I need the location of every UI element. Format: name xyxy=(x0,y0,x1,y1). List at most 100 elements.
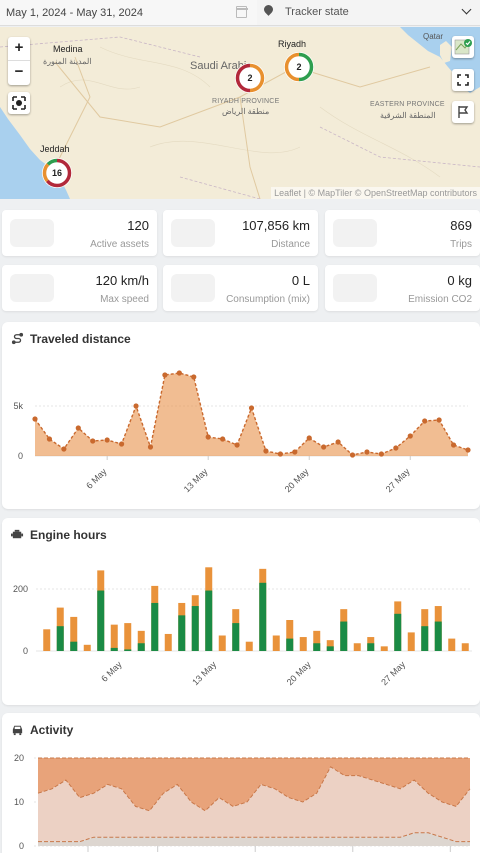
distance-point xyxy=(248,405,255,411)
zoom-in-button[interactable]: + xyxy=(8,37,30,61)
engine-bar-green xyxy=(367,643,375,651)
fullscreen-icon xyxy=(457,74,469,86)
distance-point xyxy=(465,447,471,453)
activity-card: Activity 0 10 20 xyxy=(2,713,480,853)
engine-bar-orange xyxy=(448,638,456,651)
activity-line xyxy=(38,832,470,843)
y-tick-label: 0 xyxy=(23,646,28,656)
zoom-out-button[interactable]: − xyxy=(14,63,24,80)
activity-area-mid xyxy=(38,766,470,842)
engine-bar-orange xyxy=(164,633,172,651)
distance-point xyxy=(292,449,298,455)
engine-bar-green xyxy=(70,641,78,651)
distance-point xyxy=(176,370,182,376)
engine-bar-orange xyxy=(353,643,361,651)
engine-hours-chart[interactable]: 0 200 6 May 13 May 20 May 27 May xyxy=(2,518,480,705)
engine-bar-orange xyxy=(218,635,226,651)
engine-bar-green xyxy=(286,638,294,651)
engine-bar-orange xyxy=(461,643,469,651)
cluster-ring-icon xyxy=(42,158,72,188)
distance-point xyxy=(349,452,356,458)
engine-bar-green xyxy=(56,626,64,651)
fit-bounds-button[interactable] xyxy=(8,92,30,114)
stat-bg-icon xyxy=(333,219,377,247)
engine-bar-green xyxy=(124,649,132,651)
cluster-ring-icon xyxy=(284,52,314,82)
label-riyadh-province: RIYADH PROVINCE xyxy=(212,98,280,105)
distance-area xyxy=(35,373,468,456)
cluster-marker[interactable]: 16 xyxy=(42,158,72,188)
cluster-count: 2 xyxy=(296,62,302,72)
stat-label: Consumption (mix) xyxy=(226,294,310,305)
engine-bar-orange xyxy=(83,644,91,651)
y-tick-label: 5k xyxy=(13,401,23,411)
engine-bar-green xyxy=(394,613,402,651)
activity-chart[interactable]: 0 10 20 xyxy=(2,713,480,853)
stat-bg-icon xyxy=(10,274,54,302)
layers-button[interactable] xyxy=(452,36,474,58)
traveled-distance-title: Traveled distance xyxy=(30,332,131,346)
distance-point xyxy=(119,441,125,447)
x-tick-label: 6 May xyxy=(84,466,109,491)
zoom-control: + − xyxy=(8,37,30,85)
tracker-state-select[interactable]: Tracker state xyxy=(257,0,480,25)
label-qatar: Qatar xyxy=(423,32,444,41)
traveled-distance-chart[interactable]: 0 5k 6 May 13 May 20 May 27 May xyxy=(2,322,480,509)
x-tick-label: 13 May xyxy=(190,659,218,687)
x-tick-label: 20 May xyxy=(285,659,313,687)
calendar-icon xyxy=(235,6,248,18)
label-eastern-province-ar: المنطقة الشرقية xyxy=(380,111,436,120)
stat-label: Distance xyxy=(271,239,310,250)
distance-point xyxy=(335,439,341,445)
stat-label: Emission CO2 xyxy=(408,294,472,305)
x-tick-label: 27 May xyxy=(384,466,412,494)
stat-trips: 869 Trips xyxy=(325,210,480,256)
map-attribution[interactable]: Leaflet | © MapTiler © OpenStreetMap con… xyxy=(271,187,480,199)
activity-line xyxy=(37,766,471,812)
x-tick-label: 27 May xyxy=(379,659,407,687)
distance-point xyxy=(277,451,283,457)
distance-point xyxy=(191,374,197,380)
stat-active-assets: 120 Active assets xyxy=(2,210,157,256)
cluster-marker[interactable]: 2 xyxy=(284,52,314,82)
cluster-count: 2 xyxy=(247,73,253,83)
label-medina: Medina xyxy=(53,44,83,54)
label-jeddah: Jeddah xyxy=(40,144,70,154)
activity-title: Activity xyxy=(30,723,74,737)
route-icon xyxy=(11,332,24,345)
distance-point xyxy=(162,372,168,378)
stat-emission: 0 kg Emission CO2 xyxy=(325,265,480,311)
engine-bar-green xyxy=(421,626,429,651)
fullscreen-button[interactable] xyxy=(452,69,474,91)
date-range-picker[interactable]: May 1, 2024 - May 31, 2024 xyxy=(0,0,251,25)
stat-value: 120 xyxy=(127,218,149,233)
flag-button[interactable] xyxy=(452,101,474,123)
stat-distance: 107,856 km Distance xyxy=(163,210,318,256)
map-view[interactable]: Medina المدينة المنورة Saudi Arabia Riya… xyxy=(0,27,480,199)
y-tick-label: 20 xyxy=(14,753,24,763)
distance-point xyxy=(61,446,67,452)
engine-bar-orange xyxy=(326,640,334,651)
distance-point xyxy=(450,442,457,448)
stat-bg-icon xyxy=(171,219,215,247)
engine-bar-green xyxy=(259,582,267,651)
activity-area-top xyxy=(38,758,470,811)
distance-point xyxy=(90,438,96,444)
cluster-count: 16 xyxy=(51,168,62,178)
distance-point xyxy=(75,425,81,431)
location-pin-icon xyxy=(262,3,275,16)
engine-bar-green xyxy=(205,590,213,651)
distance-point xyxy=(393,445,399,451)
car-icon xyxy=(12,725,23,736)
date-range-text: May 1, 2024 - May 31, 2024 xyxy=(6,6,143,19)
stat-max-speed: 120 km/h Max speed xyxy=(2,265,157,311)
distance-point xyxy=(306,435,312,441)
x-tick-label: 6 May xyxy=(99,659,124,684)
engine-bar-green xyxy=(191,606,199,651)
stat-bg-icon xyxy=(10,219,54,247)
engine-bar-orange xyxy=(43,629,51,651)
cluster-marker[interactable]: 2 xyxy=(235,63,265,93)
distance-point xyxy=(46,436,53,442)
label-medina-ar: المدينة المنورة xyxy=(43,57,92,66)
engine-icon xyxy=(11,529,24,539)
